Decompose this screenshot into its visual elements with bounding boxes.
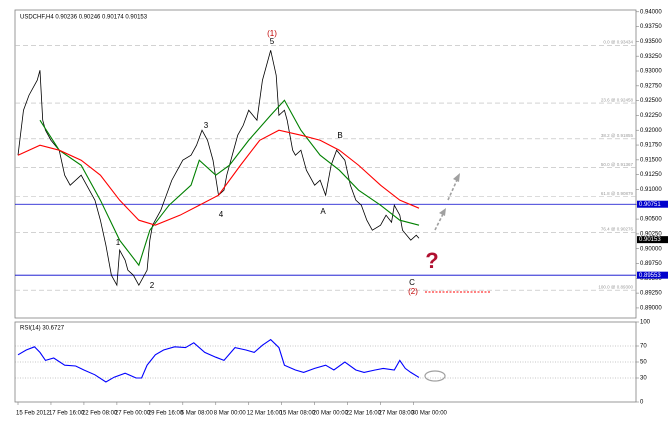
y-tick-label: 70 bbox=[640, 344, 647, 350]
wave-label: B bbox=[337, 131, 342, 140]
series-line bbox=[17, 50, 420, 287]
y-tick-label: 50 bbox=[640, 360, 647, 366]
y-tick-label: 0.89000 bbox=[640, 306, 662, 312]
wave-label: C bbox=[409, 278, 415, 287]
fib-label: 50.0 @ 0.91367 bbox=[601, 162, 634, 167]
x-tick-label: 27 Feb 00:00 bbox=[115, 411, 151, 417]
x-tick-label: 15 Feb 2012 bbox=[16, 411, 50, 417]
price-label-box bbox=[637, 271, 668, 279]
x-tick-label: 8 Mar 00:00 bbox=[214, 411, 247, 417]
fib-label: 23.6 @ 0.92458 bbox=[601, 97, 634, 102]
y-tick-label: 0.91750 bbox=[640, 143, 662, 149]
x-tick-label: 17 Feb 16:00 bbox=[49, 411, 85, 417]
x-tick-label: 22 Mar 16:00 bbox=[346, 411, 382, 417]
y-tick-label: 0.92000 bbox=[640, 128, 662, 134]
wave-label: 2 bbox=[150, 281, 155, 290]
fib-label: 61.8 @ 0.90879 bbox=[601, 191, 634, 196]
wave-label: (2) bbox=[408, 287, 418, 296]
x-tick-label: 15 Mar 08:00 bbox=[280, 411, 316, 417]
y-tick-label: 30 bbox=[640, 376, 647, 382]
y-tick-label: 0.89250 bbox=[640, 291, 662, 297]
y-tick-label: 0.89750 bbox=[640, 261, 662, 267]
fib-label: 0.0 @ 0.93434 bbox=[603, 39, 633, 44]
y-tick-label: 0 bbox=[640, 400, 644, 406]
fib-label: 38.2 @ 0.91855 bbox=[601, 133, 634, 138]
chart-title: USDCHF,H4 0.90236 0.90246 0.90174 0.9015… bbox=[20, 15, 148, 21]
series-line bbox=[39, 99, 420, 267]
wave-label: (1) bbox=[267, 29, 277, 38]
wave-label: 4 bbox=[219, 210, 224, 219]
wave-label: ? bbox=[425, 248, 438, 273]
x-tick-label: 12 Mar 16:00 bbox=[247, 411, 283, 417]
wave-label: 5 bbox=[270, 37, 275, 46]
y-tick-label: 0.91500 bbox=[640, 157, 662, 163]
y-tick-label: 0.93250 bbox=[640, 54, 662, 60]
price-label-box bbox=[637, 200, 668, 208]
price-label: 0.89553 bbox=[639, 273, 661, 279]
x-tick-label: 20 Mar 00:00 bbox=[313, 411, 349, 417]
x-tick-label: 29 Feb 16:00 bbox=[148, 411, 184, 417]
projection-arrows bbox=[434, 179, 458, 231]
x-tick-label: 22 Feb 08:00 bbox=[82, 411, 118, 417]
last-price-label: 0.90153 bbox=[639, 237, 661, 243]
series-line bbox=[17, 129, 420, 226]
series-line bbox=[17, 338, 420, 383]
y-tick-label: 0.93500 bbox=[640, 39, 662, 45]
y-tick-label: 0.92250 bbox=[640, 113, 662, 119]
last-price-box bbox=[637, 236, 668, 244]
x-tick-label: 5 Mar 08:00 bbox=[181, 411, 214, 417]
y-tick-label: 0.91250 bbox=[640, 172, 662, 178]
rsi-title: RSI(14) 30.6727 bbox=[20, 326, 65, 332]
price-panel bbox=[14, 9, 637, 319]
x-tick-label: 27 Mar 08:00 bbox=[379, 411, 415, 417]
fib-label: 100.0 @ 0.89300 bbox=[598, 284, 633, 289]
x-tick-label: 30 Mar 00:00 bbox=[412, 411, 448, 417]
y-tick-label: 0.94000 bbox=[640, 9, 662, 15]
arrow-heads bbox=[439, 173, 460, 216]
y-tick-label: 0.89500 bbox=[640, 276, 662, 282]
wave-label: 1 bbox=[116, 238, 121, 247]
y-tick-label: 100 bbox=[640, 320, 651, 326]
y-tick-label: 0.90000 bbox=[640, 246, 662, 252]
wave-label: 3 bbox=[204, 121, 209, 130]
y-tick-label: 0.93750 bbox=[640, 24, 662, 30]
price-label: 0.90751 bbox=[639, 202, 661, 208]
y-tick-label: 0.91000 bbox=[640, 187, 662, 193]
y-tick-label: 0.92500 bbox=[640, 98, 662, 104]
highlight-ellipse bbox=[424, 370, 446, 382]
wave-label: A bbox=[320, 207, 326, 216]
y-tick-label: 0.90500 bbox=[640, 217, 662, 223]
fib-label: 76.4 @ 0.90276 bbox=[601, 227, 634, 232]
y-tick-label: 0.93000 bbox=[640, 69, 662, 75]
y-tick-label: 0.90250 bbox=[640, 231, 662, 237]
y-tick-label: 0.92750 bbox=[640, 83, 662, 89]
